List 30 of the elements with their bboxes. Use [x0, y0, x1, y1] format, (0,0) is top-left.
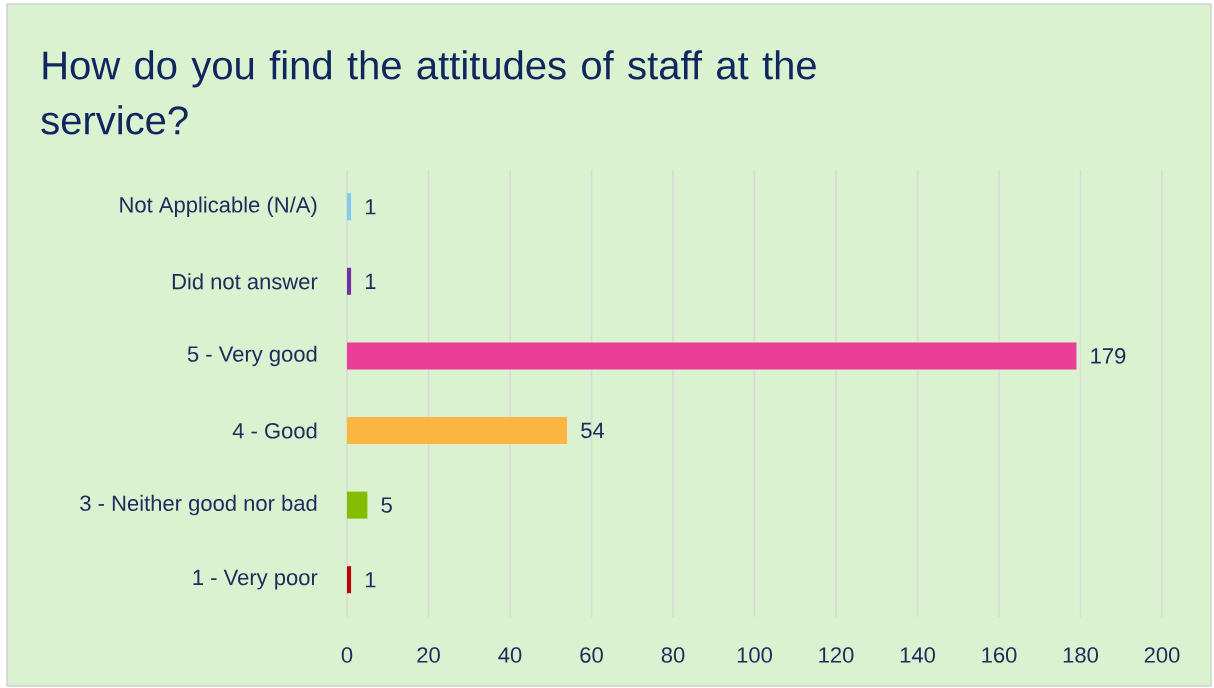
- x-tick-label: 40: [498, 647, 522, 663]
- x-tick-label: 160: [982, 647, 1017, 663]
- x-tick-label: 100: [737, 647, 772, 663]
- x-tick-label: 0: [341, 647, 353, 663]
- x-tick-label: 60: [580, 647, 603, 663]
- data-label: 54: [581, 422, 605, 439]
- x-tick-label: 20: [417, 647, 440, 663]
- bar: [347, 417, 568, 445]
- x-tick-label: 80: [661, 647, 685, 663]
- y-tick-label: 5 - Very good: [187, 345, 317, 367]
- y-tick-label: 3 - Neither good nor bad: [80, 494, 317, 516]
- y-tick-label: 1 - Very poor: [193, 569, 318, 590]
- data-label: 1: [365, 273, 376, 289]
- y-tick-label: 4 - Good: [232, 422, 317, 439]
- bar: [347, 566, 352, 594]
- data-label: 5: [381, 497, 392, 513]
- bar: [347, 491, 368, 519]
- bar: [347, 193, 352, 221]
- x-tick-label: 200: [1144, 647, 1180, 663]
- x-tick-label: 120: [819, 647, 854, 663]
- y-tick-label: Did not answer: [172, 273, 318, 290]
- x-tick-label: 180: [1063, 647, 1098, 663]
- y-tick-label: Not Applicable (N/A): [120, 196, 317, 217]
- data-label: 179: [1091, 348, 1126, 364]
- data-label: 1: [365, 199, 376, 215]
- bar: [347, 342, 1077, 370]
- chart-title: How do you find the attitudes of staff at the service?: [41, 50, 816, 135]
- bar: [347, 267, 352, 295]
- data-label: 1: [365, 572, 376, 588]
- x-tick-label: 140: [900, 647, 935, 663]
